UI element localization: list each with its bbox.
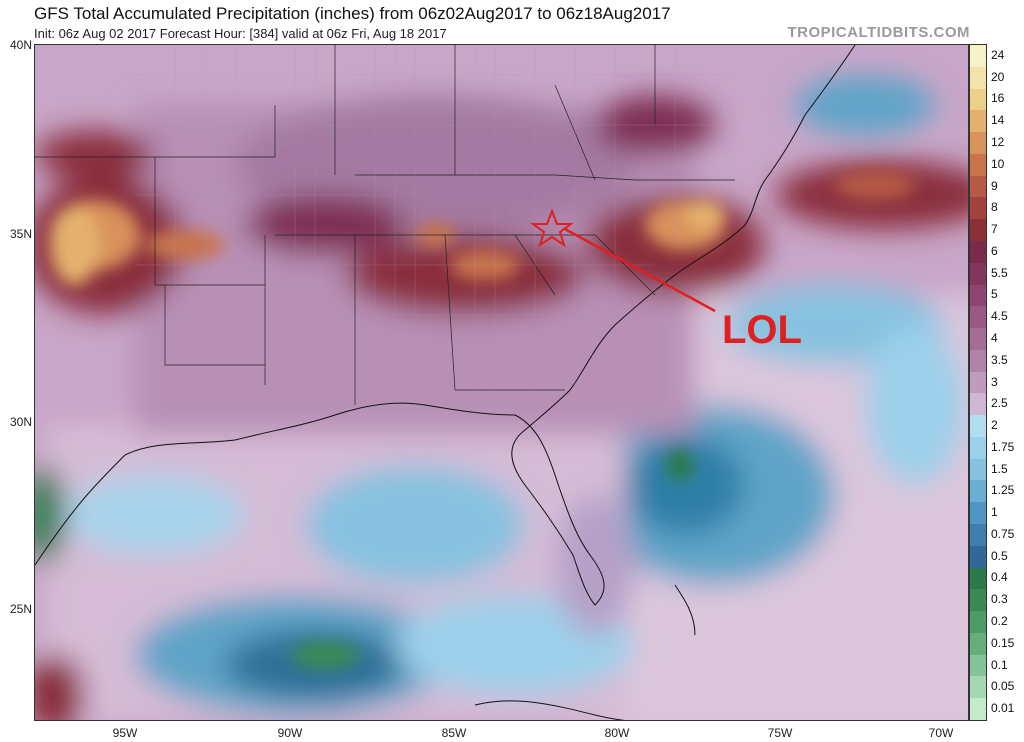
colorbar-segment (970, 567, 986, 590)
colorbar-label: 20 (991, 69, 1005, 84)
colorbar-segment (970, 306, 986, 329)
precipitation-map (34, 44, 969, 721)
colorbar-segment (970, 197, 986, 220)
colorbar-segment (970, 415, 986, 438)
lat-label-25n: 25N (9, 602, 32, 616)
lat-label-30n: 30N (9, 415, 32, 429)
colorbar-segment (970, 458, 986, 481)
colorbar-segment (970, 698, 986, 721)
colorbar-label: 4 (991, 330, 998, 345)
colorbar-segment (970, 240, 986, 264)
colorbar-label: 7 (991, 222, 998, 237)
colorbar-segment (970, 393, 986, 416)
map-subtitle: Init: 06z Aug 02 2017 Forecast Hour: [38… (34, 26, 447, 41)
colorbar-segment (970, 545, 986, 569)
colorbar-segment (970, 66, 986, 90)
map-canvas (35, 45, 968, 720)
lon-label-85w: 85W (441, 726, 467, 740)
colorbar-label: 2 (991, 418, 998, 433)
lon-label-75w: 75W (767, 726, 793, 740)
colorbar-label: 0.4 (991, 570, 1008, 585)
colorbar-label: 3 (991, 374, 998, 389)
location-star (529, 208, 575, 248)
state-borders (35, 45, 735, 405)
colorbar-segment (970, 502, 986, 525)
colorbar-label: 0.5 (991, 548, 1008, 563)
annotation-text: LOL (722, 308, 802, 352)
colorbar-label: 14 (991, 113, 1005, 128)
colorbar-segment (970, 589, 986, 612)
colorbar-segment (970, 88, 986, 111)
colorbar-segment (970, 45, 986, 68)
colorbar-label: 0.75 (991, 526, 1015, 541)
colorbar-label: 1 (991, 505, 998, 520)
colorbar-label: 3.5 (991, 352, 1008, 367)
colorbar-segment (970, 676, 986, 699)
colorbar-segment (970, 480, 986, 503)
colorbar-segment (970, 328, 986, 351)
brand-watermark: TROPICALTIDBITS.COM (787, 24, 970, 41)
colorbar-label: 12 (991, 134, 1005, 149)
colorbar-label: 6 (991, 243, 998, 258)
colorbar-label: 1.75 (991, 439, 1015, 454)
precip-colorbar (969, 44, 987, 721)
lat-label-40n: 40N (9, 38, 32, 52)
precip-maxima (50, 170, 915, 669)
colorbar-segment (970, 284, 986, 307)
colorbar-segment (970, 654, 986, 677)
annotation-arrow (564, 227, 716, 313)
coastlines (35, 45, 856, 720)
colorbar-label: 5 (991, 287, 998, 302)
colorbar-segment (970, 132, 986, 155)
lon-label-80w: 80W (604, 726, 630, 740)
colorbar-segment (970, 175, 986, 198)
colorbar-segment (970, 632, 986, 656)
colorbar-segment (970, 110, 986, 133)
lon-label-95w: 95W (112, 726, 138, 740)
colorbar-label: 1.5 (991, 461, 1008, 476)
colorbar-label: 4.5 (991, 309, 1008, 324)
colorbar-label: 0.1 (991, 657, 1008, 672)
colorbar-segment (970, 262, 986, 285)
colorbar-label: 9 (991, 178, 998, 193)
colorbar-label: 0.01 (991, 701, 1015, 716)
colorbar-segment (970, 524, 986, 547)
lon-label-70w: 70W (928, 726, 954, 740)
colorbar-label: 24 (991, 47, 1005, 62)
colorbar-segment (970, 153, 986, 177)
colorbar-label: 16 (991, 91, 1005, 106)
colorbar-label: 10 (991, 156, 1005, 171)
colorbar-label: 0.2 (991, 614, 1008, 629)
lat-label-35n: 35N (9, 227, 32, 241)
colorbar-segment (970, 436, 986, 460)
map-title: GFS Total Accumulated Precipitation (inc… (34, 4, 671, 23)
colorbar-label: 5.5 (991, 265, 1008, 280)
colorbar-label: 0.3 (991, 592, 1008, 607)
colorbar-label: 0.15 (991, 635, 1015, 650)
colorbar-label: 8 (991, 200, 998, 215)
colorbar-segment (970, 611, 986, 634)
colorbar-label: 1.25 (991, 483, 1015, 498)
county-grid (135, 45, 735, 425)
colorbar-label: 0.05 (991, 679, 1015, 694)
colorbar-segment (970, 219, 986, 242)
colorbar-segment (970, 349, 986, 373)
colorbar-segment (970, 371, 986, 394)
lon-label-90w: 90W (277, 726, 303, 740)
colorbar-label: 2.5 (991, 396, 1008, 411)
